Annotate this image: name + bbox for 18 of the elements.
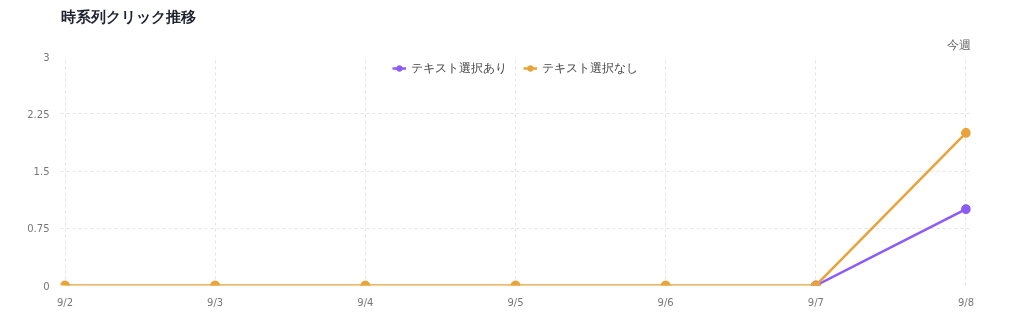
x-tick-label: 9/5 [507,296,524,308]
x-tick-label: 9/2 [56,296,74,308]
y-tick-label: 1.5 [33,166,50,177]
x-tick-label: 9/3 [207,296,224,308]
legend-label: テキスト選択あり [411,59,507,77]
y-tick-label: 0.75 [27,223,50,235]
point [961,127,971,138]
y-tick-label: 0 [43,280,50,292]
legend-label: テキスト選択なし [542,59,638,77]
chart-title: 時系列クリック推移 [60,7,196,26]
x-tick-label: 9/8 [957,296,975,308]
point [961,204,971,215]
x-tick-label: 9/4 [357,296,374,308]
x-tick-label: 9/7 [807,296,824,308]
y-tick-label: 3 [43,51,50,63]
text: 今週 [946,37,971,52]
x-tick-label: 9/6 [657,296,674,308]
y-tick-label: 2.25 [27,108,50,120]
